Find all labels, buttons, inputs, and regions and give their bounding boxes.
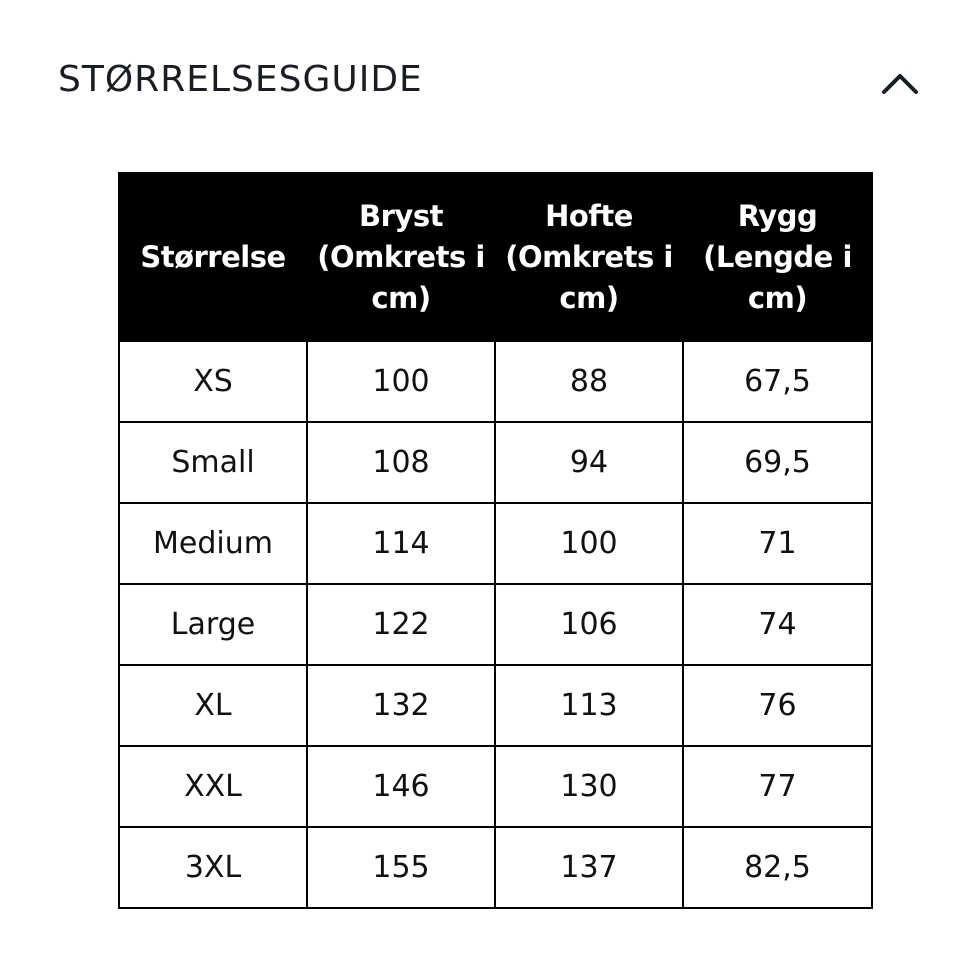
table-row: Medium 114 100 71 [118,502,873,585]
cell-hip: 106 [494,583,684,666]
cell-size: 3XL [118,826,308,909]
cell-back: 76 [682,664,873,747]
cell-hip: 113 [494,664,684,747]
cell-size: XL [118,664,308,747]
table-row: XXL 146 130 77 [118,745,873,828]
cell-chest: 108 [306,421,496,504]
cell-hip: 94 [494,421,684,504]
size-table: Størrelse Bryst (Omkrets i cm) Hofte (Om… [118,172,873,909]
cell-chest: 114 [306,502,496,585]
table-row: Small 108 94 69,5 [118,421,873,504]
cell-size: Large [118,583,308,666]
cell-size: Small [118,421,308,504]
cell-chest: 122 [306,583,496,666]
cell-back: 74 [682,583,873,666]
header-back: Rygg (Lengde i cm) [682,172,873,342]
table-row: Large 122 106 74 [118,583,873,666]
table-row: XS 100 88 67,5 [118,340,873,423]
cell-back: 67,5 [682,340,873,423]
cell-back: 69,5 [682,421,873,504]
header-hip: Hofte (Omkrets i cm) [494,172,684,342]
cell-size: XXL [118,745,308,828]
header-size: Størrelse [118,172,308,342]
size-table-header-row: Størrelse Bryst (Omkrets i cm) Hofte (Om… [118,172,873,342]
cell-size: XS [118,340,308,423]
cell-back: 77 [682,745,873,828]
cell-chest: 132 [306,664,496,747]
cell-hip: 137 [494,826,684,909]
cell-chest: 146 [306,745,496,828]
cell-hip: 88 [494,340,684,423]
cell-hip: 130 [494,745,684,828]
cell-back: 71 [682,502,873,585]
size-guide-title: STØRRELSESGUIDE [58,59,423,100]
cell-hip: 100 [494,502,684,585]
chevron-up-icon[interactable] [876,62,924,106]
cell-back: 82,5 [682,826,873,909]
header-chest: Bryst (Omkrets i cm) [306,172,496,342]
table-row: 3XL 155 137 82,5 [118,826,873,909]
size-guide-accordion-header[interactable]: STØRRELSESGUIDE [0,0,960,160]
cell-chest: 100 [306,340,496,423]
table-row: XL 132 113 76 [118,664,873,747]
cell-chest: 155 [306,826,496,909]
cell-size: Medium [118,502,308,585]
